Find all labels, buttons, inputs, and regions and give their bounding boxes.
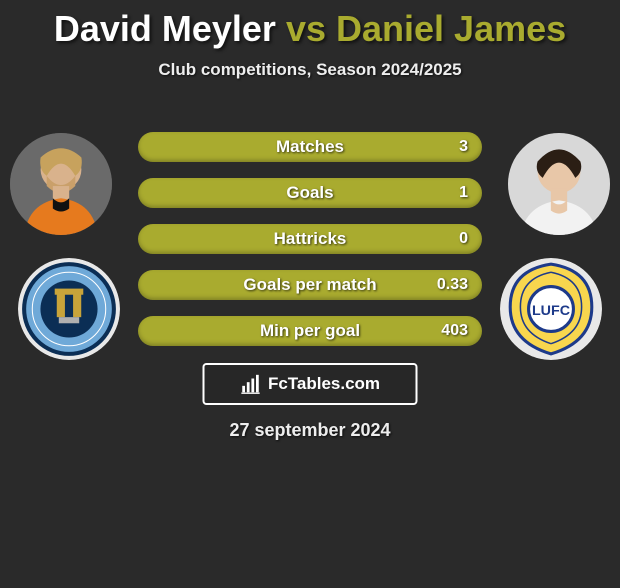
subtitle: Club competitions, Season 2024/2025 (0, 60, 620, 80)
stat-value-right: 403 (441, 316, 468, 346)
player1-name: David Meyler (54, 8, 276, 49)
source-logo-text: FcTables.com (268, 374, 380, 394)
stat-label: Goals (138, 178, 482, 208)
player2-name: Daniel James (336, 8, 566, 49)
stat-row-hattricks: Hattricks 0 (138, 224, 482, 254)
player1-avatar (10, 133, 112, 235)
stat-value-right: 3 (459, 132, 468, 162)
stat-row-min-per-goal: Min per goal 403 (138, 316, 482, 346)
bar-chart-icon (240, 373, 262, 395)
player2-avatar (508, 133, 610, 235)
svg-text:LUFC: LUFC (532, 303, 570, 319)
page-title: David Meyler vs Daniel James (0, 8, 620, 50)
stat-row-goals-per-match: Goals per match 0.33 (138, 270, 482, 300)
stat-label: Goals per match (138, 270, 482, 300)
vs-text: vs (286, 8, 326, 49)
stat-value-right: 0 (459, 224, 468, 254)
player2-club-badge: LUFC (500, 258, 602, 360)
stat-value-right: 1 (459, 178, 468, 208)
stat-row-matches: Matches 3 (138, 132, 482, 162)
stat-row-goals: Goals 1 (138, 178, 482, 208)
player1-club-badge (18, 258, 120, 360)
stat-value-right: 0.33 (437, 270, 468, 300)
stat-bars: Matches 3 Goals 1 Hattricks 0 Goals per … (138, 132, 482, 362)
stat-label: Hattricks (138, 224, 482, 254)
snapshot-date: 27 september 2024 (0, 420, 620, 441)
stat-label: Matches (138, 132, 482, 162)
stat-label: Min per goal (138, 316, 482, 346)
source-logo: FcTables.com (203, 363, 418, 405)
